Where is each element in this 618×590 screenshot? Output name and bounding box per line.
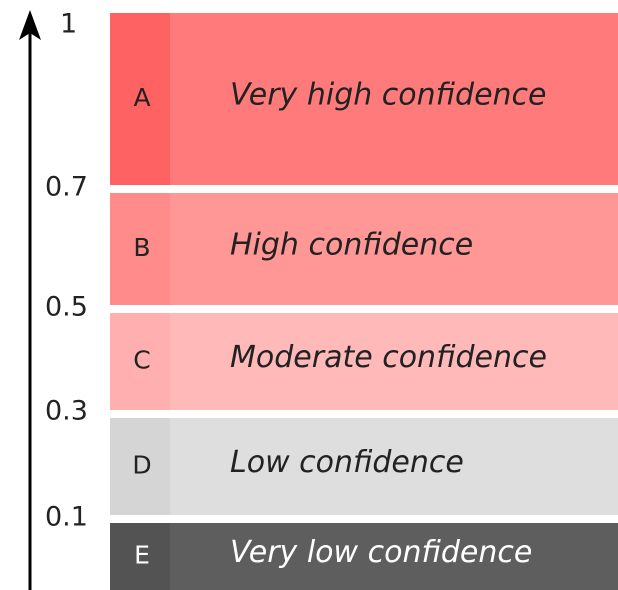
band [110, 418, 618, 515]
band-letter: E [134, 541, 150, 570]
band-letter: D [132, 451, 151, 480]
axis-tick-label: 0.3 [45, 396, 88, 427]
band-letter: B [133, 233, 150, 262]
axis-arrow [19, 10, 41, 40]
band-letter: C [133, 346, 150, 375]
band [110, 523, 618, 590]
band [110, 313, 618, 410]
band-letter: A [133, 83, 150, 112]
axis-tick-label: 0.7 [45, 172, 88, 203]
band-label: Very high confidence [230, 78, 547, 113]
band-label: Low confidence [230, 445, 464, 480]
band-label: High confidence [230, 228, 473, 263]
band [110, 13, 618, 185]
axis-tick-label: 0.5 [45, 292, 88, 323]
axis-tick-label: 0.1 [45, 502, 88, 533]
band-letter-cell [110, 418, 170, 515]
band-letter-cell [110, 193, 170, 305]
band-letter-cell [110, 523, 170, 590]
band-letter-cell [110, 313, 170, 410]
band-label: Very low confidence [230, 535, 532, 570]
band [110, 193, 618, 305]
axis-tick-label: 1 [60, 9, 77, 40]
band-letter-cell [110, 13, 170, 185]
band-label: Moderate confidence [230, 340, 547, 375]
